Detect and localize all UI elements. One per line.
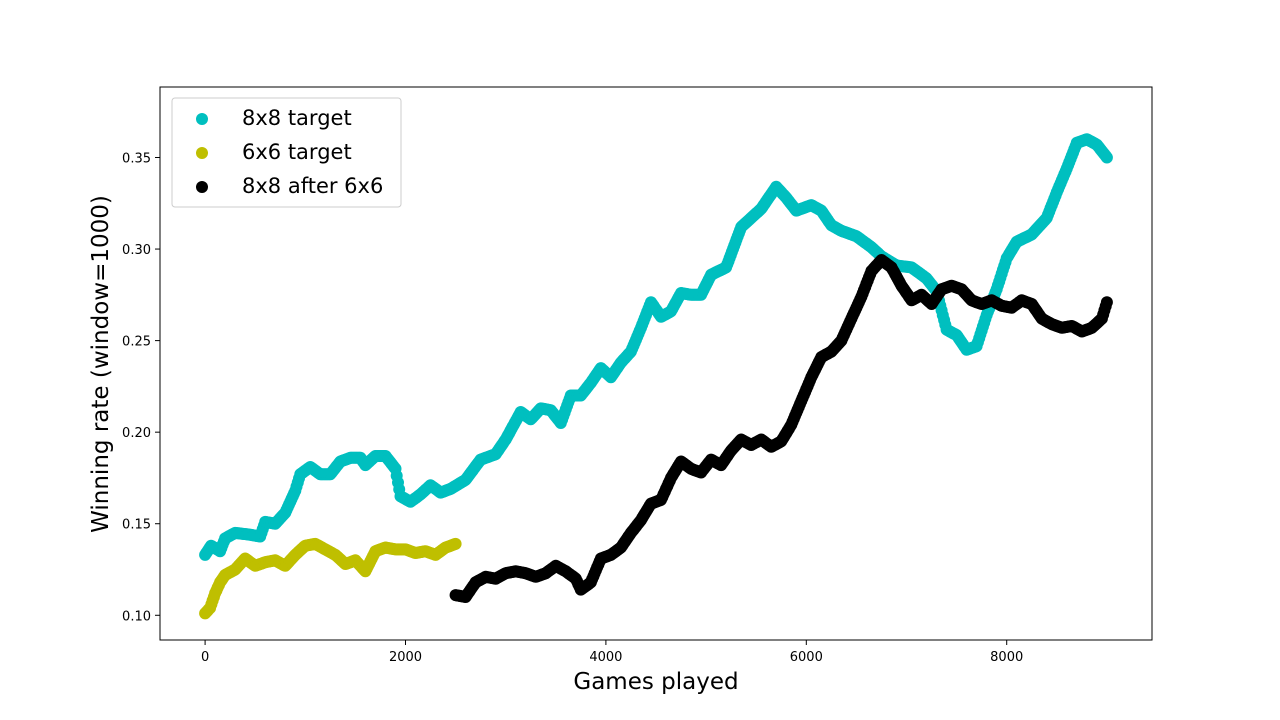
series-2-points <box>199 537 462 620</box>
legend-marker <box>196 181 208 193</box>
x-axis: 0 2000 4000 6000 8000 <box>201 640 1023 665</box>
data-point <box>1100 296 1113 309</box>
legend: 8x8 target 6x6 target 8x8 after 6x6 <box>171 97 402 208</box>
y-axis: 0.10 0.15 0.20 0.25 0.30 0.35 <box>122 151 160 624</box>
data-points-layer <box>199 133 1113 620</box>
x-tick-label: 4000 <box>589 650 622 665</box>
x-tick-label: 2000 <box>389 650 422 665</box>
x-tick-label: 6000 <box>790 650 823 665</box>
legend-frame <box>171 97 402 208</box>
y-tick-label: 0.10 <box>122 609 151 624</box>
legend-label: 6x6 target <box>242 140 352 164</box>
legend-marker <box>196 113 208 125</box>
data-point <box>1100 151 1113 164</box>
legend-label: 8x8 after 6x6 <box>242 174 383 198</box>
y-tick-label: 0.30 <box>122 243 151 258</box>
y-tick-label: 0.20 <box>122 426 151 441</box>
plot-area-frame <box>159 86 1153 641</box>
data-point <box>449 537 462 550</box>
y-tick-label: 0.15 <box>122 518 151 533</box>
series-3-points <box>449 254 1113 603</box>
x-tick-label: 8000 <box>990 650 1023 665</box>
legend-marker <box>196 147 208 159</box>
y-tick-label: 0.25 <box>122 335 151 350</box>
x-tick-label: 0 <box>201 650 209 665</box>
legend-label: 8x8 target <box>242 106 352 130</box>
y-tick-label: 0.35 <box>122 151 151 166</box>
y-axis-label: Winning rate (window=1000) <box>88 195 114 533</box>
x-axis-label: Games played <box>573 669 738 695</box>
